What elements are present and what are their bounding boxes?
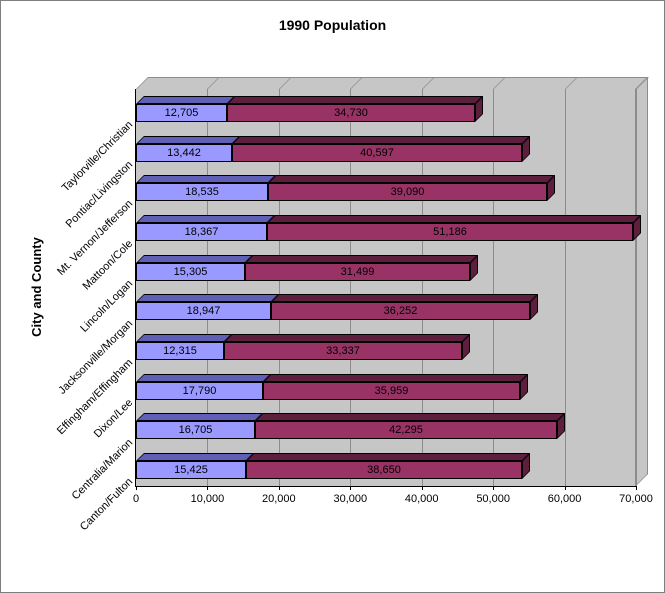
y-axis-line xyxy=(135,89,136,486)
x-axis-tick xyxy=(493,486,495,490)
bar-segment-county xyxy=(255,421,557,440)
x-axis-tick xyxy=(350,486,352,490)
x-axis-tick-label: 10,000 xyxy=(190,493,225,505)
x-axis-tick xyxy=(636,486,637,490)
bar-top-city xyxy=(136,254,253,263)
bar-top-county xyxy=(271,294,538,303)
data-label-city: 18,367 xyxy=(184,225,219,238)
x-axis-tick xyxy=(421,486,423,490)
x-axis-tick xyxy=(278,486,280,490)
bar-top-city xyxy=(136,95,235,104)
x-axis-tick-label: 40,000 xyxy=(404,493,439,505)
bar-top-city xyxy=(136,413,263,422)
bar-segment-county xyxy=(224,342,462,361)
data-label-county: 34,730 xyxy=(334,106,368,119)
gridline xyxy=(421,89,423,486)
x-axis-tick-label: 0 xyxy=(132,493,140,505)
bar-segment-city xyxy=(136,342,224,361)
data-label-county: 42,295 xyxy=(389,424,423,437)
bar-segment-city xyxy=(136,262,245,281)
x-axis-tick-label: 50,000 xyxy=(476,493,510,505)
bar-top-city xyxy=(136,135,240,144)
bar-segment-county xyxy=(227,103,475,122)
bar-top-county xyxy=(263,373,528,382)
data-label-county: 40,597 xyxy=(360,146,394,159)
bar-top-city xyxy=(136,373,271,382)
bar-top-county xyxy=(246,453,530,462)
data-label-city: 18,947 xyxy=(186,305,221,318)
data-label-city: 18,535 xyxy=(185,186,219,199)
gridline xyxy=(207,89,209,486)
bar-segment-city xyxy=(136,103,227,122)
bar-top-city xyxy=(136,453,254,462)
data-label-county: 31,499 xyxy=(340,265,375,278)
x-axis-tick-label: 60,000 xyxy=(547,493,582,505)
bar-segment-city xyxy=(136,183,268,202)
data-label-county: 35,959 xyxy=(374,384,409,397)
x-axis-line xyxy=(135,486,637,487)
data-label-county: 36,252 xyxy=(383,305,418,318)
data-label-city: 17,790 xyxy=(182,384,217,397)
chart-title: 1990 Population xyxy=(278,17,387,33)
gridline xyxy=(493,89,495,486)
bar-segment-city xyxy=(136,381,263,400)
gridline xyxy=(278,89,280,486)
data-label-county: 33,337 xyxy=(326,345,360,358)
bar-segment-county xyxy=(263,381,520,400)
bar-top-county xyxy=(267,214,641,223)
bar-segment-county xyxy=(246,461,522,480)
data-label-county: 51,186 xyxy=(433,225,467,238)
data-label-city: 16,705 xyxy=(178,424,213,437)
x-axis-tick xyxy=(136,486,137,490)
x-axis-tick-label: 20,000 xyxy=(262,493,296,505)
bar-segment-city xyxy=(136,461,246,480)
data-label-city: 15,425 xyxy=(174,464,208,477)
bar-top-county xyxy=(224,334,470,343)
data-label-city: 15,305 xyxy=(173,265,208,278)
x-axis-tick-label: 30,000 xyxy=(333,493,368,505)
data-label-city: 13,442 xyxy=(167,146,201,159)
x-axis-tick xyxy=(207,486,209,490)
data-label-city: 12,315 xyxy=(163,345,197,358)
gridline xyxy=(350,89,352,486)
bar-segment-city xyxy=(136,222,267,241)
bar-top-county xyxy=(245,254,478,263)
bar-top-city xyxy=(136,334,232,343)
x-axis-tick-label: 70,000 xyxy=(619,493,653,505)
bar-top-county xyxy=(232,135,530,144)
gridline xyxy=(636,89,637,486)
bar-segment-county xyxy=(232,143,522,162)
bar-top-city xyxy=(136,294,279,303)
bar-segment-county xyxy=(267,222,633,241)
plot-side-wall xyxy=(636,77,648,486)
bar-top-city xyxy=(136,214,275,223)
bar-top-city xyxy=(136,175,276,184)
gridline xyxy=(564,89,566,486)
bar-top-county xyxy=(255,413,565,422)
bar-top-county xyxy=(227,95,483,104)
data-label-county: 39,090 xyxy=(390,186,425,199)
data-label-county: 38,650 xyxy=(367,464,401,477)
bar-segment-county xyxy=(271,302,530,321)
x-axis-tick xyxy=(564,486,566,490)
bar-segment-city xyxy=(136,302,271,321)
data-label-city: 12,705 xyxy=(164,106,199,119)
bar-segment-county xyxy=(245,262,470,281)
bar-segment-county xyxy=(268,183,547,202)
bar-segment-city xyxy=(136,421,255,440)
bar-segment-city xyxy=(136,143,232,162)
bar-top-county xyxy=(268,175,555,184)
